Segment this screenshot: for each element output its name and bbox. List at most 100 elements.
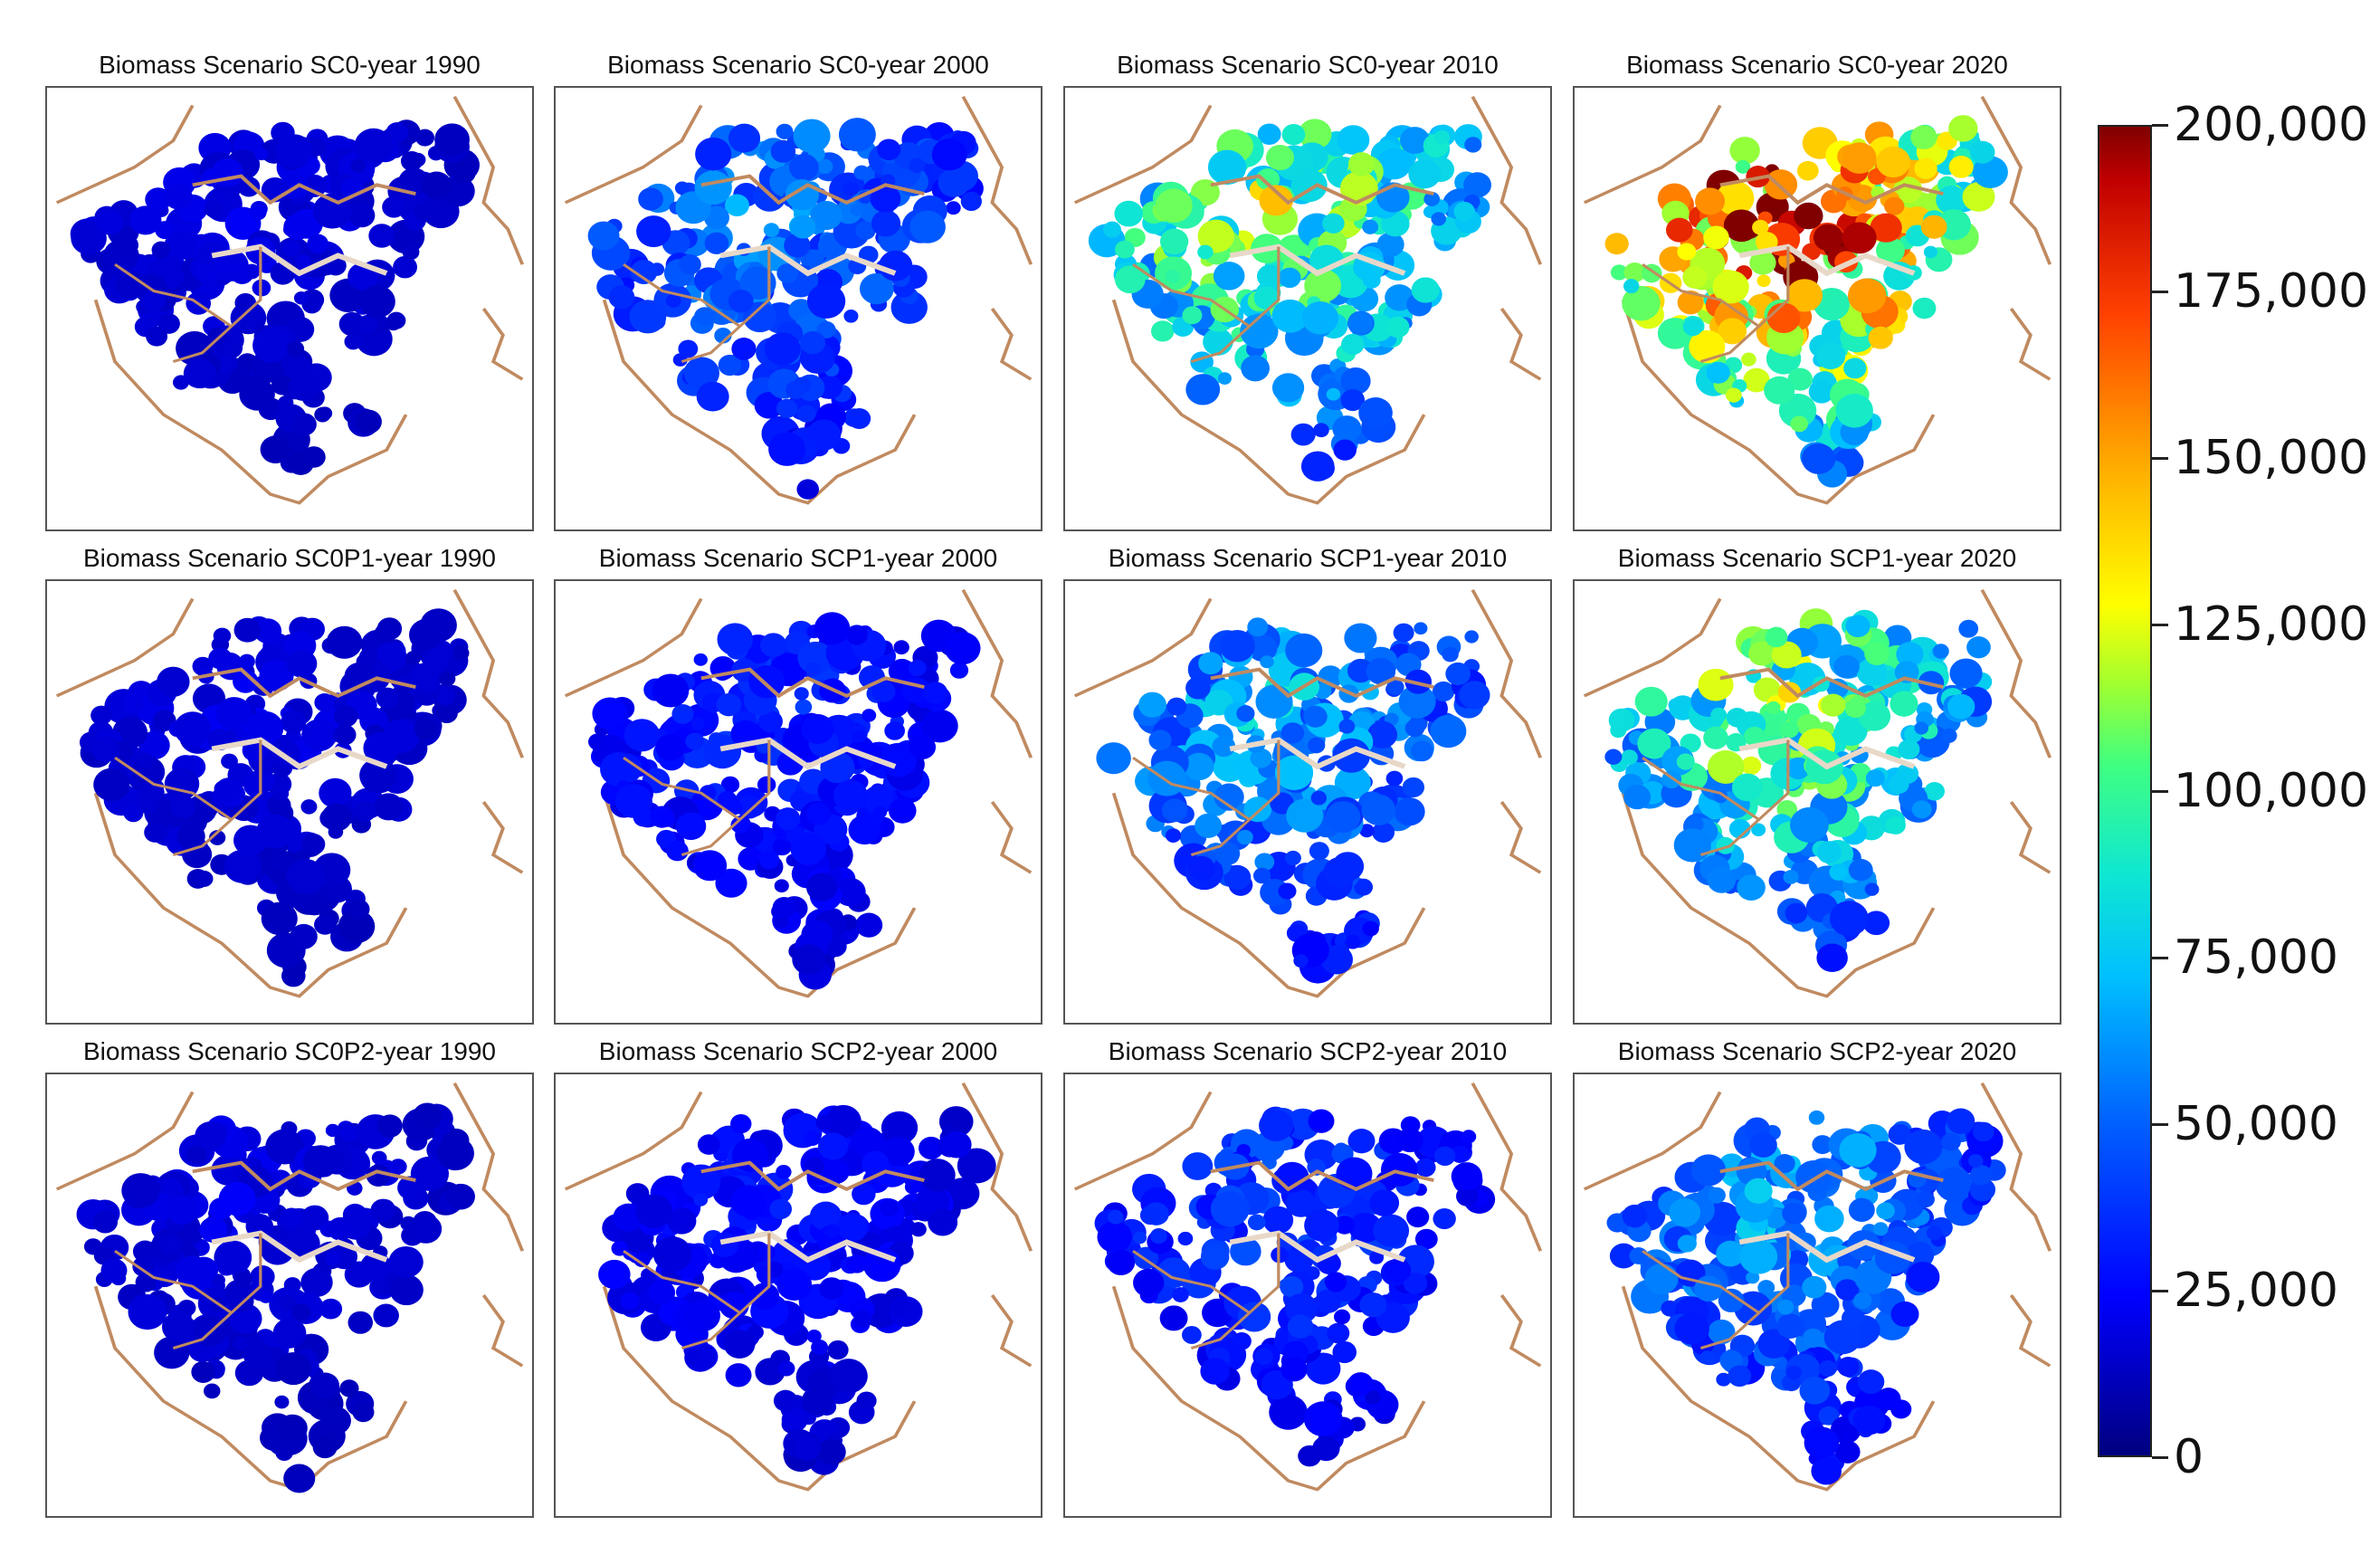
colorbar-tick <box>2152 1456 2168 1459</box>
river-boundary <box>961 1082 1033 1252</box>
district-boundary <box>192 174 416 205</box>
colorbar-tick-label: 0 <box>2174 1430 2204 1484</box>
biomass-map-panel <box>554 579 1042 1025</box>
map-svg <box>1583 588 2052 998</box>
coastline-boundary <box>1583 104 1722 205</box>
colorbar-tick <box>2152 457 2168 460</box>
river-boundary <box>961 95 1033 265</box>
panel-title: Biomass Scenario SCP2-year 2020 <box>1617 1037 2017 1065</box>
coastline-boundary <box>1621 1285 1936 1492</box>
district-boundary <box>700 174 925 205</box>
colorbar-tick <box>2152 624 2168 626</box>
river-boundary <box>452 95 525 265</box>
coastline-boundary <box>1621 299 1936 505</box>
biomass-map-panel <box>45 579 534 1025</box>
district-boundary <box>1738 243 1916 277</box>
map-svg <box>55 588 525 998</box>
coastline-boundary <box>1073 1091 1213 1191</box>
district-boundary <box>1190 1233 1280 1349</box>
district-boundary <box>623 1250 741 1314</box>
coastline-boundary <box>93 299 408 505</box>
river-boundary <box>481 1294 524 1368</box>
coastline-boundary <box>1073 104 1213 205</box>
district-boundary <box>1210 1160 1434 1192</box>
panel-title: Biomass Scenario SCP2-year 2010 <box>1108 1037 1508 1065</box>
colorbar-tick-label: 50,000 <box>2174 1097 2338 1151</box>
biomass-cells <box>1604 115 2008 488</box>
river-boundary <box>1471 588 1543 758</box>
district-boundary <box>1229 243 1406 277</box>
biomass-cells <box>598 1104 996 1475</box>
coastline-boundary <box>93 1285 408 1492</box>
district-boundary <box>1642 263 1760 328</box>
district-boundary <box>1642 757 1760 821</box>
biomass-map-panel <box>554 1073 1042 1518</box>
biomass-map-panel <box>45 86 534 531</box>
district-boundary <box>172 739 262 856</box>
map-svg <box>55 95 525 505</box>
river-boundary <box>2009 801 2052 874</box>
district-boundary <box>1190 739 1280 856</box>
panel-title: Biomass Scenario SC0-year 1990 <box>99 51 481 79</box>
biomass-cells <box>588 612 981 990</box>
panel-title: Biomass Scenario SCP1-year 2000 <box>598 544 998 572</box>
river-boundary <box>1980 95 2052 265</box>
district-boundary <box>1699 246 1790 363</box>
colorbar-tick-label: 25,000 <box>2174 1264 2338 1318</box>
coastline-boundary <box>55 1091 195 1191</box>
district-boundary <box>1210 174 1434 205</box>
biomass-cells <box>76 1102 475 1493</box>
district-boundary <box>681 1233 771 1349</box>
district-boundary <box>211 243 388 277</box>
river-boundary <box>2009 308 2052 381</box>
panel-title: Biomass Scenario SCP2-year 2000 <box>598 1037 998 1065</box>
biomass-map-panel <box>1063 1073 1552 1518</box>
district-boundary <box>114 1250 233 1314</box>
coastline-boundary <box>1111 792 1426 998</box>
district-boundary <box>700 667 925 699</box>
river-boundary <box>2009 1294 2052 1368</box>
coastline-boundary <box>1073 597 1213 698</box>
district-boundary <box>1229 737 1406 770</box>
coastline-boundary <box>1583 1091 1722 1191</box>
colorbar-tick-label: 150,000 <box>2174 431 2369 485</box>
district-boundary <box>1699 1233 1790 1349</box>
panel-title: Biomass Scenario SCP1-year 2010 <box>1108 544 1508 572</box>
district-boundary <box>114 757 233 821</box>
colorbar-tick <box>2152 1290 2168 1292</box>
district-boundary <box>211 737 388 770</box>
coastline-boundary <box>564 1091 703 1191</box>
map-svg <box>1583 1082 2052 1492</box>
colorbar-tick-label: 175,000 <box>2174 264 2369 319</box>
coastline-boundary <box>55 104 195 205</box>
river-boundary <box>961 588 1033 758</box>
colorbar-tick-label: 75,000 <box>2174 930 2338 985</box>
colorbar-tick-label: 125,000 <box>2174 597 2369 652</box>
map-svg <box>1073 95 1543 505</box>
river-boundary <box>1499 1294 1542 1368</box>
biomass-map-panel <box>1573 1073 2061 1518</box>
district-boundary <box>1132 263 1251 328</box>
district-boundary <box>1132 757 1251 821</box>
district-boundary <box>1642 1250 1760 1314</box>
river-boundary <box>1499 308 1542 381</box>
coastline-boundary <box>564 597 703 698</box>
district-boundary <box>1132 1250 1251 1314</box>
coastline-boundary <box>564 104 703 205</box>
biomass-cells <box>1094 1106 1496 1467</box>
district-boundary <box>172 1233 262 1349</box>
district-boundary <box>1738 1230 1916 1264</box>
coastline-boundary <box>93 792 408 998</box>
biomass-cells <box>79 608 470 987</box>
colorbar-tick <box>2152 291 2168 293</box>
coastline-boundary <box>602 1285 917 1492</box>
colorbar-tick <box>2152 957 2168 959</box>
district-boundary <box>1719 174 1944 205</box>
district-boundary <box>719 737 897 770</box>
colorbar-tick <box>2152 1123 2168 1126</box>
panel-title: Biomass Scenario SC0-year 2020 <box>1626 51 2008 79</box>
map-svg <box>564 588 1033 998</box>
biomass-cells <box>1606 1108 2006 1485</box>
colorbar-tick <box>2152 124 2168 127</box>
biomass-cells <box>70 119 481 475</box>
